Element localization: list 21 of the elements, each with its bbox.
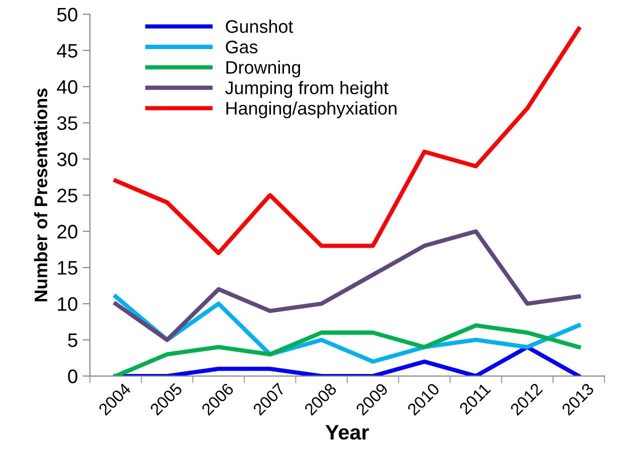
legend-label: Gunshot — [226, 20, 294, 33]
y-tick-label: 30 — [57, 152, 78, 166]
y-tick-label: 0 — [68, 370, 78, 384]
y-tick-label: 25 — [57, 188, 78, 202]
y-tick-label: 35 — [57, 116, 78, 130]
y-tick-label: 15 — [58, 261, 78, 275]
line-series — [114, 345, 581, 376]
x-axis-title: Year — [326, 425, 369, 440]
line-series — [114, 229, 581, 342]
legend-label: Gas — [226, 40, 258, 54]
y-tick-label: 45 — [56, 44, 78, 58]
y-tick-label: 5 — [68, 334, 78, 348]
legend-label: Jumping from height — [225, 81, 388, 98]
legend-label: Hanging/asphyxiation — [226, 101, 396, 118]
y-axis-title: Number of Presentations — [34, 88, 48, 302]
y-tick-label: 10 — [58, 297, 78, 311]
y-tick-label: 40 — [56, 80, 78, 94]
y-tick-label: 20 — [57, 224, 78, 239]
y-tick-label: 50 — [57, 8, 78, 22]
legend-label: Drowning — [226, 60, 300, 78]
line-series — [114, 323, 581, 376]
